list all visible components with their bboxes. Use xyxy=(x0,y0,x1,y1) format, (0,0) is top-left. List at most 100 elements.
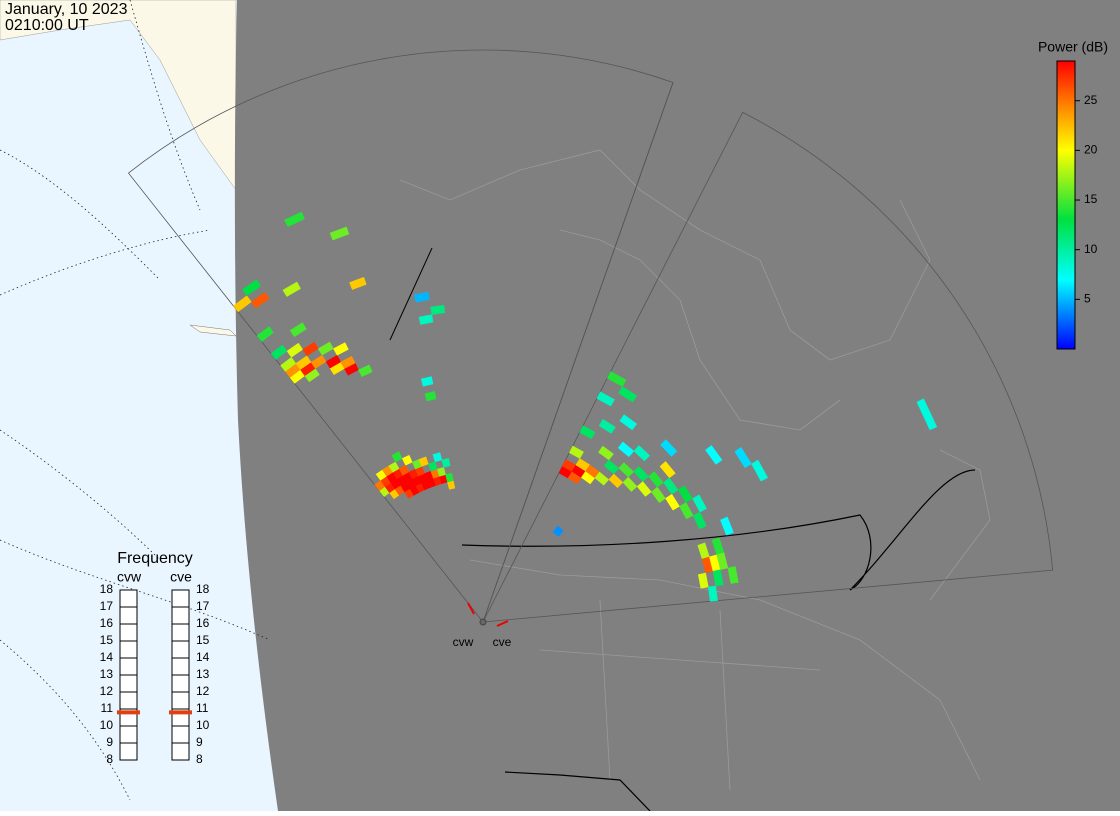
frequency-tick-label: 10 xyxy=(100,718,114,732)
radar-cell xyxy=(282,281,301,297)
colorbar-tick-label: 10 xyxy=(1084,242,1098,256)
frequency-tick-label: 14 xyxy=(196,650,210,664)
radar-cell xyxy=(692,494,708,513)
frequency-tick-label: 13 xyxy=(196,667,210,681)
radar-cell xyxy=(659,461,676,479)
fans xyxy=(127,49,1054,623)
radar-cell xyxy=(418,456,429,467)
frequency-tick-label: 15 xyxy=(196,633,210,647)
frequency-tick-label: 10 xyxy=(196,718,210,732)
frequency-title: Frequency xyxy=(117,550,193,567)
fan-outline xyxy=(127,49,674,623)
colorbar-tick-label: 20 xyxy=(1084,143,1098,157)
radar-cell xyxy=(256,326,274,343)
frequency-tick-label: 14 xyxy=(100,650,114,664)
radar-cell xyxy=(692,511,707,530)
frequency-tick-label: 8 xyxy=(196,752,203,766)
radar-cell xyxy=(317,341,334,356)
date: January, 10 2023 xyxy=(5,1,128,18)
radar-cell xyxy=(660,439,678,457)
radar-cell xyxy=(619,414,638,431)
cve-beam-marker xyxy=(496,620,509,627)
frequency-tick-label: 18 xyxy=(100,582,114,596)
radar-cell xyxy=(705,444,723,465)
frequency-tick-label: 12 xyxy=(100,684,114,698)
radar-cell xyxy=(708,585,718,602)
radar-cell xyxy=(286,342,304,358)
island xyxy=(189,324,237,337)
frequency-panel: cvw 8 9 10 11 12 13 14 15 16 17 18 cve 8 9 10 11 12 13 14 15… xyxy=(100,569,210,766)
frequency-radar-name: cve xyxy=(170,569,192,585)
frequency-tick-label: 16 xyxy=(196,616,210,630)
time: 0210:00 UT xyxy=(5,17,89,34)
radar-cell xyxy=(430,304,446,315)
radar-cell xyxy=(633,445,651,462)
radar-cell xyxy=(712,569,724,587)
radar-cell xyxy=(445,472,454,483)
radar-cell xyxy=(579,425,596,440)
boundary xyxy=(389,247,433,341)
frequency-tick-label: 17 xyxy=(196,599,210,613)
frequency-tick-label: 11 xyxy=(101,701,114,715)
colorbar-tick-label: 25 xyxy=(1084,93,1098,107)
radar-cell xyxy=(596,391,615,407)
radar-cell xyxy=(727,566,739,584)
colorbar xyxy=(1056,60,1076,350)
border xyxy=(461,469,976,591)
radar-cell xyxy=(340,355,356,369)
radar-cell xyxy=(598,445,614,461)
radar-cell xyxy=(432,452,443,463)
frequency-tick-label: 12 xyxy=(196,684,210,698)
coastlines xyxy=(399,149,991,791)
alaska-land xyxy=(0,0,237,191)
radar-cell xyxy=(401,454,413,466)
radar-cell xyxy=(916,398,938,431)
frequency-tick-label: 11 xyxy=(196,701,209,715)
radar-cell xyxy=(391,451,403,463)
radar-cell xyxy=(349,276,367,290)
radar-cell xyxy=(606,371,627,387)
frequency-tick-label: 15 xyxy=(100,633,114,647)
fan-outline xyxy=(482,111,1054,623)
frequency-tick-label: 18 xyxy=(196,582,210,596)
frequency-tick-label: 16 xyxy=(100,616,114,630)
colorbar-title: Power (dB) xyxy=(1038,39,1108,55)
radar-cell xyxy=(441,458,451,468)
frequency-tick-label: 17 xyxy=(100,599,114,613)
radar-cell xyxy=(333,342,349,356)
radar-cell xyxy=(618,386,638,403)
radar-cell xyxy=(284,211,305,228)
radar-cell xyxy=(420,376,434,387)
radar-cell xyxy=(250,292,270,309)
frequency-tick-label: 9 xyxy=(196,735,203,749)
station-site xyxy=(479,618,487,626)
radar-cell xyxy=(270,344,288,360)
radar-cell xyxy=(751,459,769,482)
station-label: cve xyxy=(493,635,512,649)
station-label: cvw xyxy=(453,635,474,649)
cvw-beam-marker xyxy=(467,602,475,615)
frequency-tick-label: 13 xyxy=(100,667,114,681)
colorbar-tick-label: 5 xyxy=(1084,292,1091,306)
colorbar-tick-label: 15 xyxy=(1084,192,1098,206)
radar-cell xyxy=(358,364,373,378)
cells xyxy=(232,211,938,602)
radar-cell xyxy=(302,341,319,357)
radar-cell xyxy=(720,516,734,536)
radar-cell xyxy=(424,391,437,402)
radar-cell xyxy=(552,525,564,537)
radar-cell xyxy=(598,418,616,434)
frequency-tick-label: 8 xyxy=(106,752,113,766)
border-south xyxy=(504,771,651,812)
radar-cell xyxy=(289,322,307,338)
radar-cell xyxy=(329,226,350,241)
night-region xyxy=(234,0,1120,811)
radar-cell xyxy=(242,279,262,297)
radar-cell xyxy=(568,445,584,459)
frequency-tick-label: 9 xyxy=(106,735,113,749)
frequency-radar-name: cvw xyxy=(117,569,142,585)
radar-cell xyxy=(414,291,430,303)
fan-beam-line xyxy=(482,82,674,623)
